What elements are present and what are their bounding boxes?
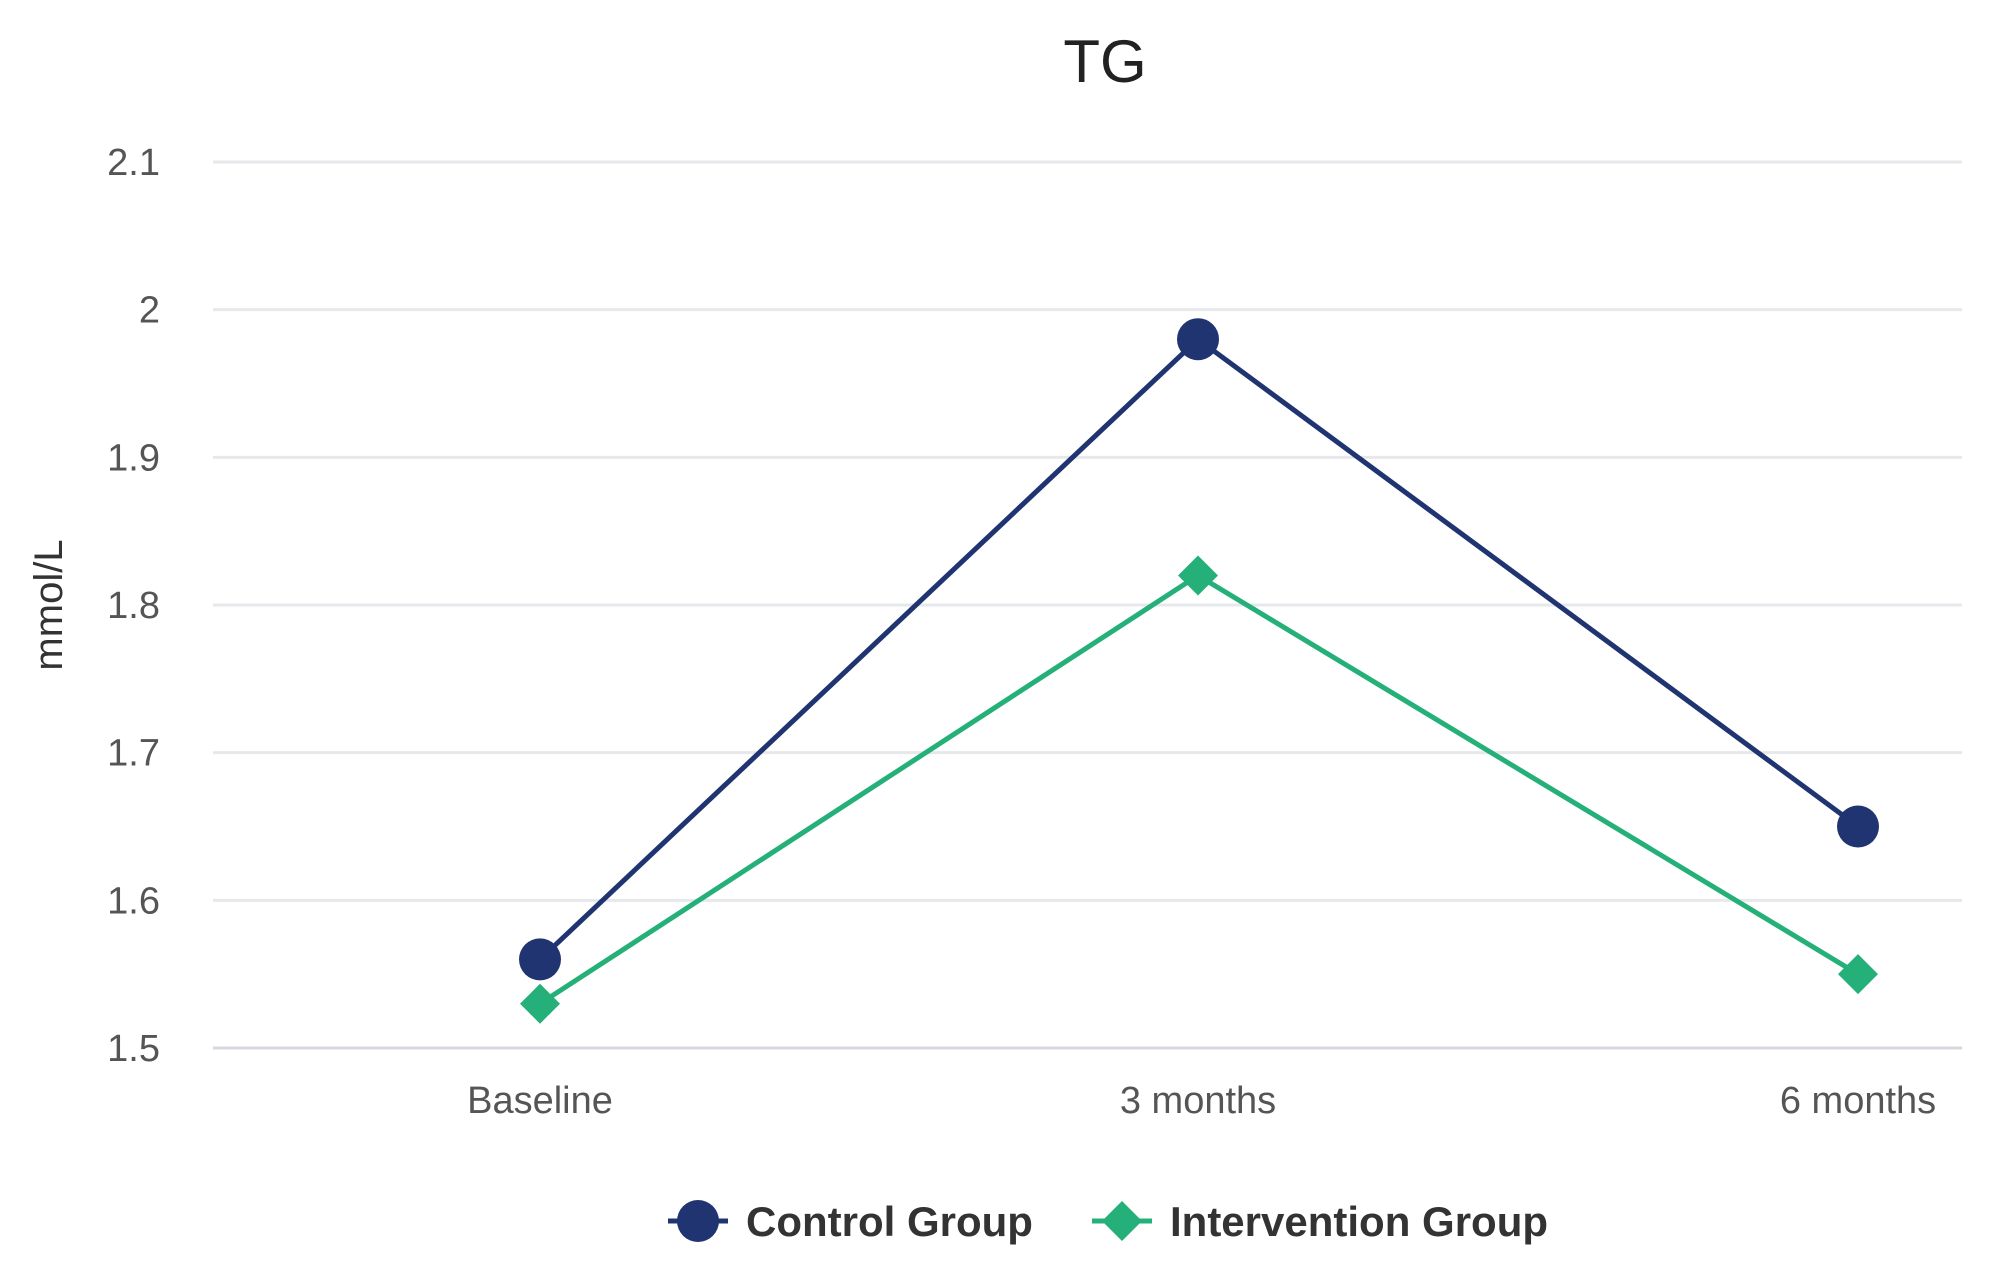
data-point: [1837, 805, 1879, 848]
y-tick-label: 1.9: [107, 437, 160, 479]
y-tick-label: 2.1: [107, 142, 160, 184]
legend-label: Intervention Group: [1170, 1198, 1548, 1245]
x-tick-label: Baseline: [467, 1080, 613, 1122]
legend-swatch-marker: [1102, 1201, 1142, 1241]
y-axis-label: mmol/L: [27, 539, 71, 670]
y-tick-label: 1.8: [107, 585, 160, 627]
grid-lines: [213, 160, 1962, 1050]
y-tick-label: 1.5: [107, 1028, 160, 1070]
legend[interactable]: Control Group Intervention Group: [668, 1198, 1548, 1245]
y-tick-label: 2: [139, 290, 160, 332]
x-tick-label: 3 months: [1120, 1080, 1276, 1122]
legend-item[interactable]: Intervention Group: [1092, 1198, 1548, 1245]
data-point: [1838, 954, 1878, 995]
legend-swatch-marker: [677, 1200, 719, 1242]
series-layer: [519, 318, 1879, 1024]
legend-item[interactable]: Control Group: [668, 1198, 1033, 1245]
legend-label: Control Group: [746, 1198, 1033, 1245]
x-tick-label: 6 months: [1780, 1080, 1936, 1122]
y-tick-label: 1.6: [107, 880, 160, 922]
y-tick-label: 1.7: [107, 733, 160, 775]
series-line: [538, 336, 1860, 962]
y-tick-labels: 1.5 1.6 1.7 1.8 1.9 2 2.1: [107, 142, 160, 1070]
chart-title: TG: [1063, 28, 1146, 95]
data-point: [520, 983, 560, 1024]
series-intervention-group: [520, 555, 1878, 1024]
data-point: [1178, 555, 1218, 596]
series-control-group: [519, 318, 1879, 981]
series-line: [538, 572, 1860, 1006]
data-point: [1177, 318, 1219, 361]
x-tick-labels: Baseline 3 months 6 months: [467, 1080, 1936, 1122]
data-point: [519, 938, 561, 981]
